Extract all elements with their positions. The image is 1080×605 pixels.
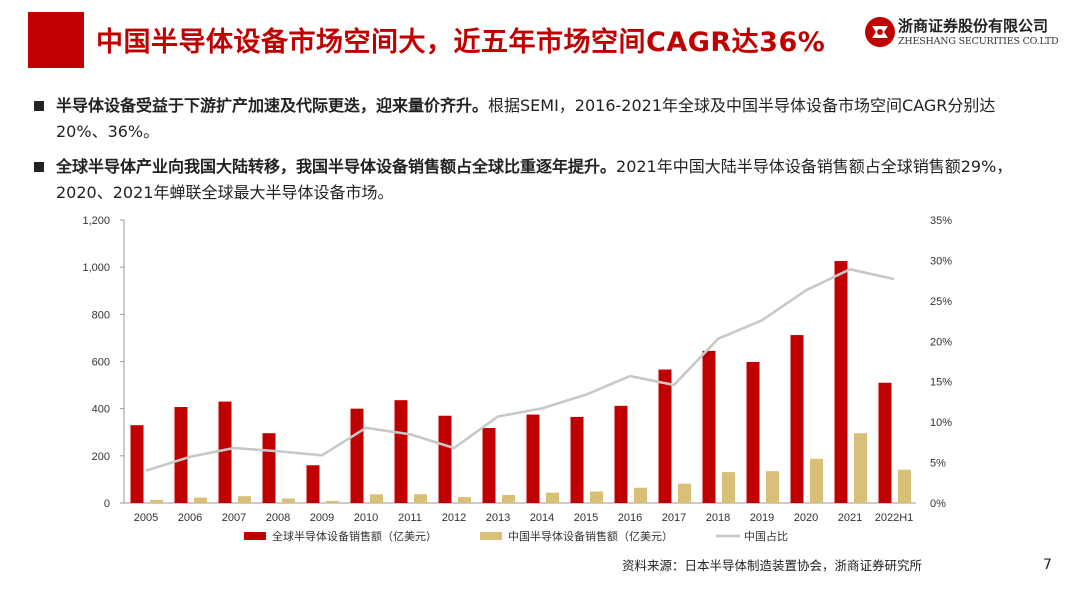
- legend-china-swatch: [480, 532, 502, 540]
- legend-global-label: 全球半导体设备销售额（亿美元）: [272, 529, 437, 543]
- left-axis-tick-label: 200: [92, 451, 110, 463]
- logo-english-name: ZHESHANG SECURITIES CO.LTD: [898, 36, 1059, 47]
- x-axis-tick-label: 2021: [838, 512, 862, 524]
- bar-global-2009: [306, 465, 320, 503]
- left-axis-tick-label: 400: [92, 404, 110, 416]
- bar-global-2019: [746, 361, 760, 503]
- company-logo: 浙商证券股份有限公司 ZHESHANG SECURITIES CO.LTD: [864, 14, 1064, 54]
- bullet-1-bold: 半导体设备受益于下游扩产加速及代际更迭，迎来量价齐升。: [56, 96, 489, 115]
- bar-global-2008: [262, 433, 276, 503]
- bar-china-2020: [810, 458, 823, 503]
- bullet-2-bold: 全球半导体产业向我国大陆转移，我国半导体设备销售额占全球比重逐年提升。: [56, 157, 617, 176]
- bar-china-2013: [502, 494, 515, 503]
- bar-global-2006: [174, 407, 188, 503]
- bar-global-2011: [394, 400, 408, 503]
- bar-global-2021: [834, 261, 848, 503]
- bar-china-2010: [370, 494, 383, 503]
- bar-global-2010: [350, 408, 364, 503]
- bar-global-2018: [702, 350, 716, 503]
- bar-global-2020: [790, 335, 804, 503]
- left-axis-tick-label: 600: [92, 357, 110, 369]
- bullet-square-icon: [34, 162, 44, 172]
- x-axis-tick-label: 2008: [266, 512, 290, 524]
- bar-china-2014: [546, 492, 559, 503]
- right-axis-tick-label: 25%: [930, 296, 952, 308]
- bar-global-2007: [218, 401, 232, 503]
- right-axis-tick-label: 5%: [930, 458, 946, 470]
- x-axis-tick-label: 2019: [750, 512, 774, 524]
- bar-china-2012: [458, 497, 471, 503]
- line-china-share: [145, 268, 895, 472]
- bullet-1-text: 根据SEMI，2016-2021年全球及中国半导体设备市场空间CAGR分别达20…: [56, 96, 996, 141]
- bar-china-2005: [150, 499, 163, 503]
- right-axis-tick-label: 0%: [930, 498, 946, 510]
- bar-china-2009: [326, 500, 339, 503]
- bar-china-2016: [634, 487, 647, 503]
- right-axis-tick-label: 10%: [930, 417, 952, 429]
- bullet-2-text: 2021年中国大陆半导体设备销售额占全球销售额29%，2020、2021年蝉联全…: [56, 157, 1013, 202]
- bar-global-2013: [482, 428, 496, 503]
- x-axis-tick-label: 2012: [442, 512, 466, 524]
- x-axis-tick-label: 2005: [134, 512, 158, 524]
- bullet-point-1: 半导体设备受益于下游扩产加速及代际更迭，迎来量价齐升。根据SEMI，2016-2…: [34, 93, 1044, 145]
- x-axis-tick-label: 2010: [354, 512, 378, 524]
- data-source: 资料来源：日本半导体制造装置协会，浙商证券研究所: [622, 558, 923, 573]
- x-axis-tick-label: 2007: [222, 512, 246, 524]
- x-axis-tick-label: 2006: [178, 512, 202, 524]
- zheshang-logo-icon: [865, 17, 895, 47]
- bar-china-2021: [854, 433, 867, 503]
- page-title: 中国半导体设备市场空间大，近五年市场空间CAGR达36%: [96, 27, 826, 58]
- bar-china-2008: [282, 498, 295, 503]
- x-axis-tick-label: 2011: [398, 512, 422, 524]
- bar-china-2011: [414, 494, 427, 503]
- left-axis-tick-label: 0: [104, 498, 110, 510]
- x-axis-tick-label: 2022H1: [875, 512, 914, 524]
- bar-china-2019: [766, 471, 779, 503]
- bar-china-2017: [678, 483, 691, 503]
- bar-china-2015: [590, 491, 603, 503]
- right-axis-tick-label: 20%: [930, 336, 952, 348]
- x-axis-tick-label: 2017: [662, 512, 686, 524]
- legend-global-swatch: [244, 532, 266, 540]
- bullet-square-icon: [34, 101, 44, 111]
- bar-china-2007: [238, 496, 251, 503]
- legend-china-label: 中国半导体设备销售额（亿美元）: [508, 529, 673, 543]
- x-axis-tick-label: 2013: [486, 512, 510, 524]
- x-axis-tick-label: 2009: [310, 512, 334, 524]
- bar-global-2005: [130, 425, 144, 503]
- page-number: 7: [1043, 557, 1052, 573]
- semiconductor-equipment-chart: 0 200 400 600 800 1,000 1,200 0% 5% 10% 15% 20% 25% 3…: [82, 215, 952, 543]
- x-axis-tick-label: 2014: [530, 512, 554, 524]
- left-axis-tick-label: 800: [92, 309, 110, 321]
- bar-global-2016: [614, 405, 628, 503]
- legend-share-label: 中国占比: [744, 529, 788, 543]
- bar-global-2014: [526, 414, 540, 503]
- bar-china-2006: [194, 497, 207, 503]
- right-axis-tick-label: 30%: [930, 255, 952, 267]
- right-axis-tick-label: 35%: [930, 215, 952, 227]
- title-accent-bar: [28, 12, 84, 68]
- bullet-point-2: 全球半导体产业向我国大陆转移，我国半导体设备销售额占全球比重逐年提升。2021年…: [34, 154, 1044, 206]
- x-axis-tick-label: 2020: [794, 512, 818, 524]
- left-axis-tick-label: 1,000: [82, 262, 110, 274]
- bar-global-2012: [438, 415, 452, 503]
- logo-chinese-name: 浙商证券股份有限公司: [898, 17, 1049, 35]
- bar-global-2015: [570, 416, 584, 503]
- bar-global-2022H1: [878, 382, 892, 503]
- bar-global-2017: [658, 369, 672, 503]
- x-axis-tick-label: 2018: [706, 512, 730, 524]
- x-axis-tick-label: 2015: [574, 512, 598, 524]
- bar-china-2018: [722, 472, 735, 503]
- bar-china-2022H1: [898, 469, 911, 503]
- right-axis-tick-label: 15%: [930, 377, 952, 389]
- x-axis-tick-label: 2016: [618, 512, 642, 524]
- left-axis-tick-label: 1,200: [82, 215, 110, 227]
